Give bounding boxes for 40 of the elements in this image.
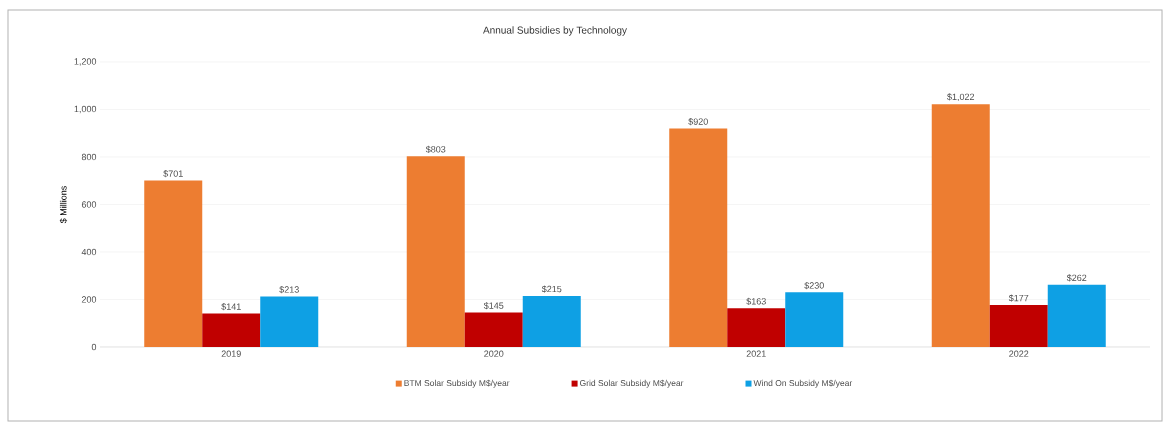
y-tick-label: 1,000 bbox=[74, 105, 97, 114]
data-label: $213 bbox=[279, 285, 299, 294]
bar bbox=[727, 308, 786, 347]
data-label: $215 bbox=[541, 285, 562, 293]
bar bbox=[669, 128, 728, 347]
bar bbox=[260, 296, 319, 347]
data-label: $163 bbox=[746, 297, 766, 306]
data-label: $177 bbox=[1008, 294, 1029, 302]
x-tick-label: 2021 bbox=[746, 350, 766, 357]
data-label: $262 bbox=[1066, 274, 1087, 282]
data-label: $701 bbox=[163, 170, 183, 178]
y-tick-label: 800 bbox=[81, 153, 97, 161]
data-label: $141 bbox=[221, 303, 241, 311]
y-tick-label: 200 bbox=[81, 296, 97, 303]
x-tick-label: 2019 bbox=[221, 350, 241, 357]
bar bbox=[522, 295, 581, 347]
bar bbox=[144, 180, 203, 347]
data-label: $803 bbox=[425, 145, 446, 154]
chart-title: Annual Subsidies by Technology bbox=[483, 26, 627, 36]
legend-label: Grid Solar Subsidy M$/year bbox=[580, 379, 684, 388]
data-label: $230 bbox=[804, 281, 824, 290]
y-tick-label: 400 bbox=[81, 248, 97, 256]
bar bbox=[931, 104, 990, 347]
bar bbox=[1047, 284, 1106, 347]
x-tick-label: 2020 bbox=[484, 350, 504, 357]
data-label: $1,022 bbox=[947, 93, 975, 102]
bar bbox=[406, 156, 465, 347]
y-tick-label: 600 bbox=[81, 201, 97, 208]
legend-label: BTM Solar Subsidy M$/year bbox=[404, 379, 510, 388]
data-label: $920 bbox=[688, 118, 708, 126]
y-tick-label: 0 bbox=[91, 343, 97, 351]
data-label: $145 bbox=[483, 302, 504, 310]
bar bbox=[989, 304, 1048, 347]
bar bbox=[785, 292, 844, 347]
bar bbox=[202, 313, 261, 347]
x-tick-label: 2022 bbox=[1009, 350, 1029, 357]
y-axis-title: $ Millions bbox=[59, 186, 68, 224]
legend-label: Wind On Subsidy M$/year bbox=[753, 379, 853, 388]
bar bbox=[464, 312, 523, 347]
y-tick-label: 1,200 bbox=[74, 58, 97, 66]
